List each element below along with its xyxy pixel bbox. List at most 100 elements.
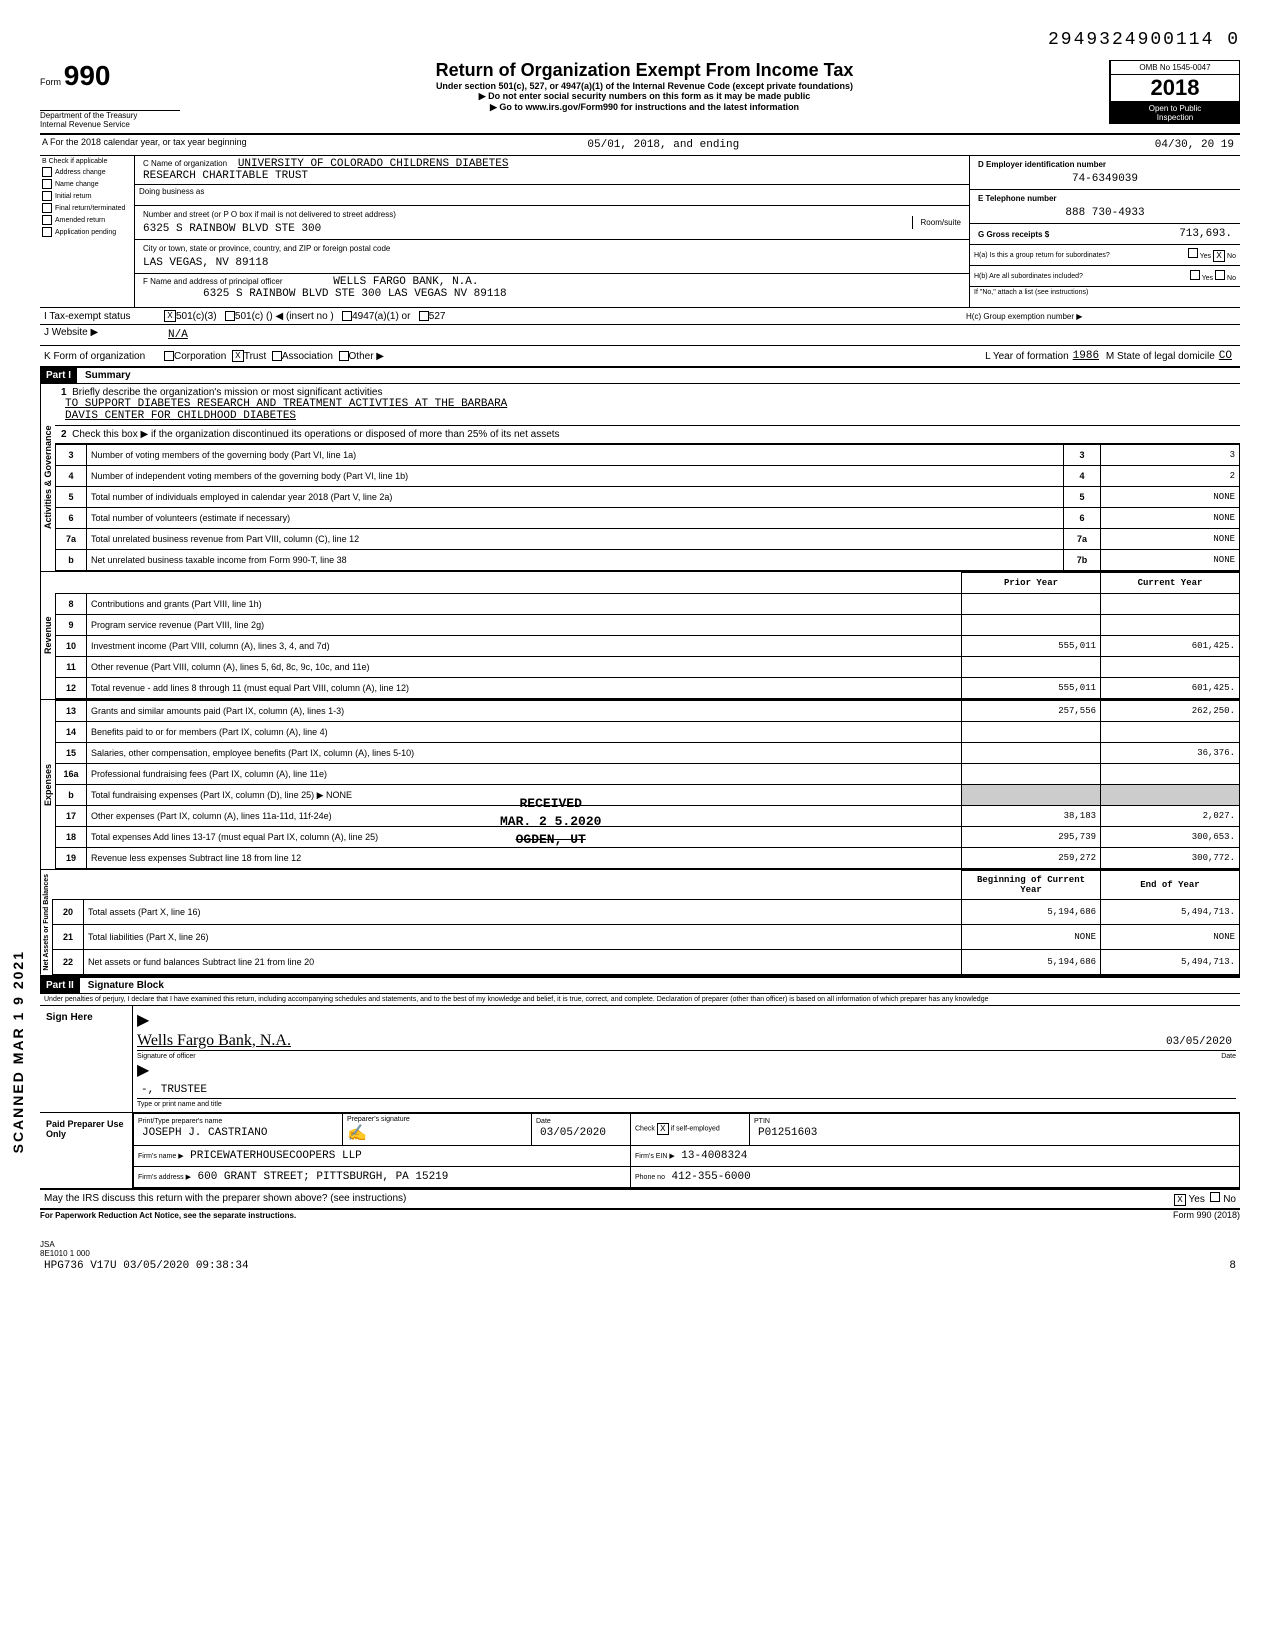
ha-yes[interactable] [1188,248,1198,258]
chk-addr-change[interactable] [42,167,52,177]
chk-self-employed[interactable]: X [657,1123,669,1135]
hb-yes[interactable] [1190,270,1200,280]
line-a-end: 04/30, 20 19 [1080,137,1238,153]
chk-name-lbl: Name change [55,181,99,188]
form-header: Form 990 Department of the Treasury Inte… [40,60,1240,135]
chk-trust[interactable]: X [232,350,244,362]
row-num: 14 [56,722,87,743]
chk-app-lbl: Application pending [55,229,116,236]
cell-prior [962,722,1101,743]
ha-no[interactable]: X [1213,250,1225,262]
row-num: 22 [53,949,84,974]
sign-here-label: Sign Here [40,1006,133,1112]
form-number: 990 [64,60,111,91]
row-num: 5 [56,487,87,508]
row-desc: Other revenue (Part VIII, column (A), li… [87,657,962,678]
omb-number: OMB No 1545-0047 [1110,60,1240,75]
l1-text-b: DAVIS CENTER FOR CHILDHOOD DIABETES [61,408,300,424]
may-irs-text: May the IRS discuss this return with the… [44,1193,406,1204]
row-desc: Net assets or fund balances Subtract lin… [84,949,962,974]
chk-corp[interactable] [164,351,174,361]
tax-year: 2018 [1110,75,1240,102]
chk-501c3[interactable]: X [164,310,176,322]
paid-label: Paid Preparer Use Only [40,1113,133,1188]
cell-current [1101,615,1240,636]
chk-other[interactable] [339,351,349,361]
row-num: 8 [56,594,87,615]
cell-current: NONE [1101,925,1240,950]
open-public-2: Inspection [1112,113,1238,122]
row-num: 20 [53,900,84,925]
self-emp-lbl: Check [635,1126,657,1133]
rev-table: Prior Year Current Year8 Contributions a… [55,572,1240,699]
chk-addr-lbl: Address change [55,169,106,176]
firm-addr-lbl: Firm's address ▶ [138,1174,191,1181]
jsa-3: HPG736 V17U 03/05/2020 09:38:34 [40,1258,253,1274]
cell-current [1101,722,1240,743]
row-num: 11 [56,657,87,678]
l-value: 1986 [1069,348,1103,364]
subtitle-2: ▶ Do not enter social security numbers o… [180,91,1109,102]
form-label: Form [40,77,61,87]
hb-no[interactable] [1215,270,1225,280]
may-irs-no[interactable] [1210,1192,1220,1202]
insert-lbl: ) ◀ (insert no ) [269,311,333,322]
corp-lbl: Corporation [174,351,226,362]
chk-final[interactable] [42,203,52,213]
hc-label: H(c) Group exemption number ▶ [966,312,1236,321]
cell-prior: 555,011 [962,636,1101,657]
dept-irs: Internal Revenue Service [40,120,180,129]
row-num: 10 [56,636,87,657]
prep-sig-lbl: Preparer's signature [347,1116,527,1123]
part-2-title: Signature Block [80,980,164,991]
chk-initial[interactable] [42,191,52,201]
row-num: 16a [56,764,87,785]
tel-value: 888 730-4933 [974,205,1236,221]
dba-label: Doing business as [135,185,969,206]
dept-treasury: Department of the Treasury [40,110,180,120]
row-num: 15 [56,743,87,764]
line-a: A For the 2018 calendar year, or tax yea… [40,135,1240,156]
cell-prior [962,764,1101,785]
row-desc: Net unrelated business taxable income fr… [87,550,1064,571]
row-desc: Benefits paid to or for members (Part IX… [87,722,962,743]
may-yes-lbl: Yes [1189,1194,1205,1205]
row-num: b [56,785,87,806]
cell-shaded [962,785,1101,806]
row-desc: Number of independent voting members of … [87,466,1064,487]
col-prior: Beginning of Current Year [962,871,1101,900]
no-lbl: No [1227,253,1236,260]
part-1-header: Part I Summary [40,367,1240,384]
self-emp-txt: if self-employed [669,1126,720,1133]
jsa-2: 8E1010 1 000 [40,1249,1240,1258]
city-value: LAS VEGAS, NV 89118 [139,255,965,271]
row-box: 7b [1064,550,1101,571]
part-2-header: Part II Signature Block [40,977,1240,994]
chk-4947[interactable] [342,311,352,321]
row-desc: Total unrelated business revenue from Pa… [87,529,1064,550]
prep-date: 03/05/2020 [536,1125,626,1141]
received-l2: MAR. 2 5.2020 [500,813,601,831]
m-label: M State of legal domicile [1106,351,1215,362]
may-irs-yes[interactable]: X [1174,1194,1186,1206]
sig-date-lbl: Date [1221,1053,1236,1060]
phone-val: 412-355-6000 [668,1169,755,1185]
row-box: 7a [1064,529,1101,550]
chk-app-pending[interactable] [42,227,52,237]
f-addr: 6325 S RAINBOW BLVD STE 300 LAS VEGAS NV… [199,286,511,302]
jsa-page: 8 [1225,1258,1240,1274]
501c3-lbl: 501(c)(3) [176,311,217,322]
row-num: 18 [56,827,87,848]
exp-vert-label: Expenses [40,700,55,869]
row-num: 6 [56,508,87,529]
m-value: CO [1215,348,1236,364]
cell-current [1101,657,1240,678]
chk-527[interactable] [419,311,429,321]
chk-amended[interactable] [42,215,52,225]
cell-prior: 259,272 [962,848,1101,869]
chk-name-change[interactable] [42,179,52,189]
chk-501c[interactable] [225,311,235,321]
cell-current [1101,594,1240,615]
chk-assoc[interactable] [272,351,282,361]
cell-current: 5,494,713. [1101,949,1240,974]
